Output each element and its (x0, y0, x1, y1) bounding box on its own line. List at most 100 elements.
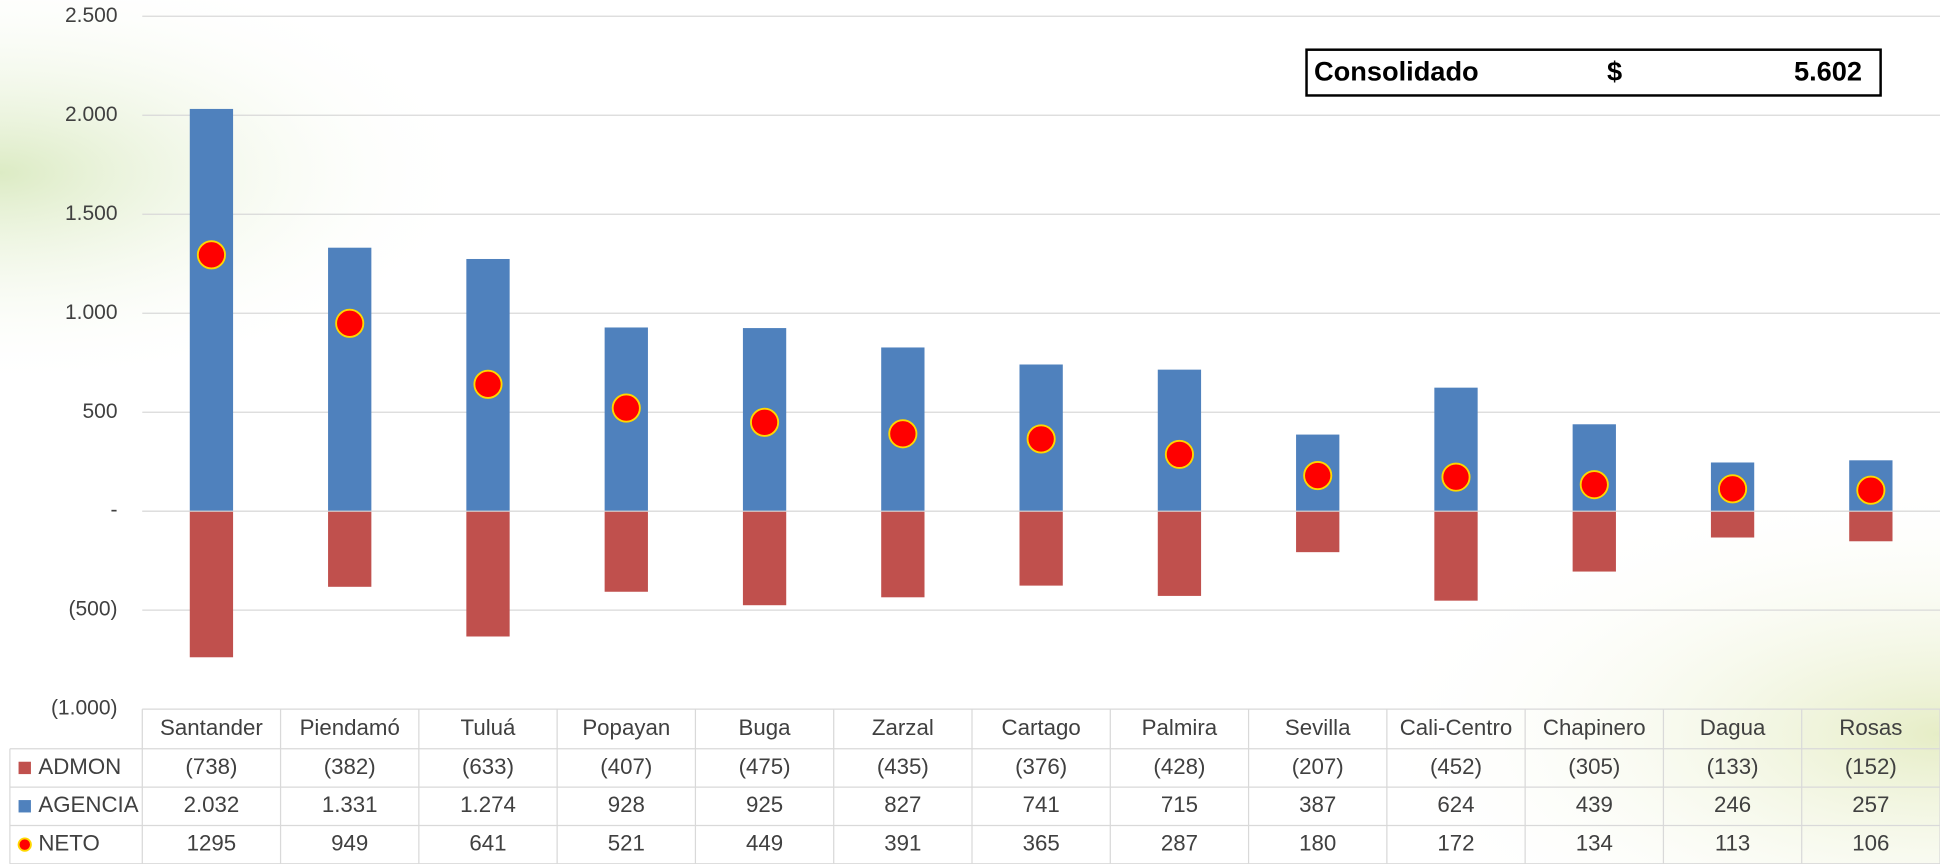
bar (1573, 511, 1616, 571)
table-value: 521 (608, 831, 645, 856)
summary-label: Consolidado (1314, 55, 1479, 86)
category-label: Cartago (1002, 715, 1081, 740)
table-value: 387 (1299, 792, 1336, 817)
bar (743, 511, 786, 605)
category-label: Dagua (1700, 715, 1766, 740)
table-value: 641 (469, 831, 506, 856)
category-label: Cali-Centro (1400, 715, 1513, 740)
bar (328, 248, 371, 511)
category-label: Chapinero (1543, 715, 1646, 740)
table-value: 925 (746, 792, 783, 817)
table-value: 1.331 (322, 792, 378, 817)
table-value: 180 (1299, 831, 1336, 856)
point (474, 371, 501, 398)
y-tick-label: 2.000 (65, 103, 118, 126)
table-value: 113 (1715, 831, 1750, 856)
y-tick-label: 1.500 (65, 202, 118, 225)
point (1442, 464, 1469, 491)
summary-box: Consolidado $ 5.602 (1307, 50, 1881, 96)
bar (1711, 511, 1754, 537)
table-value: 287 (1161, 831, 1198, 856)
table-value: (452) (1430, 754, 1482, 779)
category-label: Buga (739, 715, 792, 740)
y-tick-label: 2.500 (65, 4, 118, 27)
table-value: 172 (1437, 831, 1474, 856)
category-label: Tuluá (461, 715, 516, 740)
bar (466, 511, 509, 636)
table-value: 715 (1161, 792, 1198, 817)
table-value: (376) (1015, 754, 1067, 779)
legend-label: NETO (38, 831, 99, 856)
summary-amount: 5.602 (1794, 55, 1862, 86)
bar (1296, 511, 1339, 552)
point (1719, 475, 1746, 502)
category-label: Palmira (1142, 715, 1218, 740)
category-label: Piendamó (300, 715, 400, 740)
category-label: Sevilla (1285, 715, 1351, 740)
table-value: 134 (1576, 831, 1613, 856)
table-value: (475) (739, 754, 791, 779)
summary-currency: $ (1607, 55, 1622, 86)
table-value: 741 (1023, 792, 1060, 817)
table-value: (152) (1845, 754, 1897, 779)
table-value: (738) (185, 754, 237, 779)
table-value: 365 (1023, 831, 1060, 856)
point (1028, 425, 1055, 452)
legend-label: AGENCIA (38, 792, 138, 817)
y-tick-label: (1.000) (51, 697, 118, 720)
table-value: (305) (1568, 754, 1620, 779)
category-label: Rosas (1839, 715, 1902, 740)
table-value: 391 (884, 831, 921, 856)
table-value: 2.032 (184, 792, 240, 817)
bar (1158, 511, 1201, 596)
point (336, 310, 363, 337)
point (613, 394, 640, 421)
legend-label: ADMON (38, 754, 121, 779)
table-value: 949 (331, 831, 368, 856)
y-tick-label: - (111, 499, 118, 522)
table-value: 928 (608, 792, 645, 817)
bar (605, 511, 648, 592)
table-value: 449 (746, 831, 783, 856)
legend-marker (19, 800, 31, 812)
point (198, 241, 225, 268)
table-value: (207) (1292, 754, 1344, 779)
table-value: 439 (1576, 792, 1613, 817)
table-value: 624 (1437, 792, 1474, 817)
table-value: 1.274 (460, 792, 516, 817)
y-tick-label: 500 (82, 400, 117, 423)
bar (190, 511, 233, 657)
bar (1434, 388, 1477, 512)
point (1166, 441, 1193, 468)
table-value: (428) (1153, 754, 1205, 779)
bar (1849, 511, 1892, 541)
table-value: 106 (1852, 831, 1889, 856)
table-value: 827 (884, 792, 921, 817)
bar (1434, 511, 1477, 600)
legend-marker (19, 838, 31, 850)
bar (190, 109, 233, 511)
table-value: (382) (324, 754, 376, 779)
legend-marker (19, 762, 31, 774)
category-label: Popayan (582, 715, 670, 740)
bar (328, 511, 371, 587)
bar (881, 511, 924, 597)
point (1857, 477, 1884, 504)
table-value: 1295 (187, 831, 237, 856)
bar (1019, 511, 1062, 585)
category-label: Santander (160, 715, 263, 740)
y-tick-label: (500) (68, 598, 117, 621)
table-value: 257 (1852, 792, 1889, 817)
chart: 2.500 2.000 1.500 1.000 500 - (500) (1.000) Sant… (0, 0, 1940, 864)
table-value: 246 (1714, 792, 1751, 817)
table-value: (133) (1707, 754, 1759, 779)
table-value: (435) (877, 754, 929, 779)
background-tint (0, 0, 1940, 864)
category-label: Zarzal (872, 715, 934, 740)
point (751, 409, 778, 436)
table-value: (407) (600, 754, 652, 779)
point (1581, 471, 1608, 498)
point (889, 420, 916, 447)
y-tick-label: 1.000 (65, 301, 118, 324)
table-value: (633) (462, 754, 514, 779)
